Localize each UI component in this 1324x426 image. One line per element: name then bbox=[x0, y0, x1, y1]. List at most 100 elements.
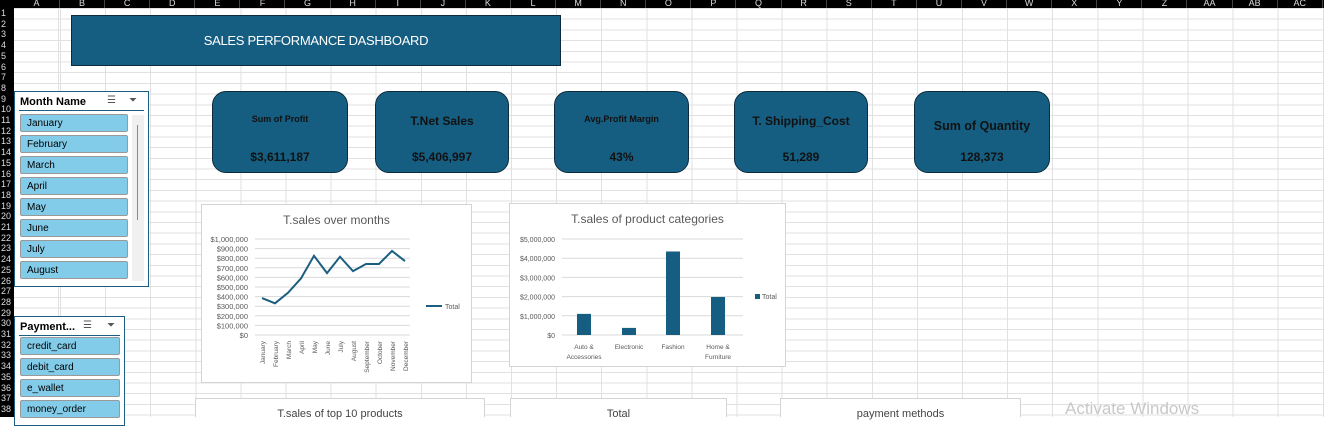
column-header[interactable]: Z bbox=[1142, 0, 1187, 8]
row-header[interactable]: 12 bbox=[0, 126, 14, 137]
slicer-item[interactable]: credit_card bbox=[20, 337, 120, 355]
slicer-item[interactable]: July bbox=[20, 240, 128, 258]
row-header[interactable]: 3 bbox=[0, 29, 14, 40]
row-header[interactable]: 31 bbox=[0, 329, 14, 340]
row-header[interactable]: 20 bbox=[0, 211, 14, 222]
column-header[interactable]: T bbox=[872, 0, 917, 8]
row-header[interactable]: 13 bbox=[0, 136, 14, 147]
column-header[interactable]: G bbox=[286, 0, 331, 8]
slicer-item[interactable]: June bbox=[20, 219, 128, 237]
bar-chart[interactable]: T.sales of product categories $0$1,000,0… bbox=[509, 203, 786, 367]
x-tick-label: July bbox=[338, 340, 345, 352]
row-header[interactable]: 2 bbox=[0, 19, 14, 30]
slicer-item[interactable]: January bbox=[20, 114, 128, 132]
payment-methods-chart[interactable]: payment methods bbox=[780, 398, 1021, 417]
row-header[interactable]: 19 bbox=[0, 201, 14, 212]
slicer-item[interactable]: May bbox=[20, 198, 128, 216]
row-header[interactable]: 11 bbox=[0, 115, 14, 126]
column-header[interactable]: K bbox=[466, 0, 511, 8]
slicer-item[interactable]: April bbox=[20, 177, 128, 195]
slicer-item[interactable]: February bbox=[20, 135, 128, 153]
column-header[interactable]: R bbox=[782, 0, 827, 8]
row-header[interactable]: 1 bbox=[0, 8, 14, 19]
column-header[interactable]: F bbox=[240, 0, 285, 8]
row-header[interactable]: 5 bbox=[0, 51, 14, 62]
row-header[interactable]: 28 bbox=[0, 297, 14, 308]
column-header[interactable]: AA bbox=[1188, 0, 1233, 8]
column-header[interactable]: M bbox=[556, 0, 601, 8]
row-header[interactable]: 15 bbox=[0, 158, 14, 169]
row-header[interactable]: 34 bbox=[0, 361, 14, 372]
column-header[interactable]: V bbox=[962, 0, 1007, 8]
x-tick-label: May bbox=[312, 340, 319, 353]
column-header[interactable]: E bbox=[195, 0, 240, 8]
top-products-chart[interactable]: T.sales of top 10 products bbox=[195, 398, 485, 417]
row-header[interactable]: 37 bbox=[0, 393, 14, 404]
column-header[interactable]: I bbox=[376, 0, 421, 8]
multi-select-icon[interactable]: ☰ bbox=[83, 320, 92, 331]
column-header[interactable]: Y bbox=[1097, 0, 1142, 8]
column-header[interactable]: U bbox=[917, 0, 962, 8]
x-tick-label: September bbox=[364, 340, 371, 373]
slicer-item[interactable]: debit_card bbox=[20, 358, 120, 376]
row-header[interactable]: 10 bbox=[0, 104, 14, 115]
column-header[interactable]: AB bbox=[1233, 0, 1278, 8]
row-header[interactable]: 36 bbox=[0, 383, 14, 394]
row-header[interactable]: 9 bbox=[0, 94, 14, 105]
multi-select-icon[interactable]: ☰ bbox=[107, 95, 116, 106]
column-header[interactable]: D bbox=[150, 0, 195, 8]
line-chart[interactable]: T.sales over months $0$100,000$200,000$3… bbox=[201, 204, 472, 383]
x-tick-label: April bbox=[299, 340, 306, 354]
column-header[interactable]: H bbox=[331, 0, 376, 8]
row-header[interactable]: 16 bbox=[0, 169, 14, 180]
y-tick-label: $0 bbox=[240, 331, 248, 340]
row-header[interactable]: 6 bbox=[0, 62, 14, 73]
row-header[interactable]: 17 bbox=[0, 179, 14, 190]
column-header[interactable]: S bbox=[827, 0, 872, 8]
column-header[interactable]: X bbox=[1052, 0, 1097, 8]
row-header[interactable]: 24 bbox=[0, 254, 14, 265]
row-header[interactable]: 22 bbox=[0, 233, 14, 244]
column-header[interactable]: N bbox=[601, 0, 646, 8]
row-header[interactable]: 29 bbox=[0, 308, 14, 319]
row-header[interactable]: 30 bbox=[0, 318, 14, 329]
y-tick-label: $4,000,000 bbox=[520, 256, 555, 263]
y-tick-label: $5,000,000 bbox=[520, 237, 555, 244]
x-tick-label: February bbox=[273, 340, 280, 367]
slicer-item[interactable]: money_order bbox=[20, 400, 120, 418]
column-header[interactable]: L bbox=[511, 0, 556, 8]
row-header[interactable]: 35 bbox=[0, 372, 14, 383]
column-header[interactable]: P bbox=[691, 0, 736, 8]
row-header[interactable]: 32 bbox=[0, 340, 14, 351]
column-header[interactable]: J bbox=[421, 0, 466, 8]
clear-filter-icon[interactable]: ⏷ bbox=[107, 320, 115, 331]
row-header[interactable]: 4 bbox=[0, 40, 14, 51]
slicer-item[interactable]: e_wallet bbox=[20, 379, 120, 397]
row-header[interactable]: 18 bbox=[0, 190, 14, 201]
row-header[interactable]: 26 bbox=[0, 276, 14, 287]
row-header[interactable]: 8 bbox=[0, 83, 14, 94]
row-header[interactable]: 25 bbox=[0, 265, 14, 276]
column-header[interactable]: AC bbox=[1278, 0, 1323, 8]
row-header[interactable]: 23 bbox=[0, 243, 14, 254]
row-header[interactable]: 33 bbox=[0, 350, 14, 361]
row-header[interactable]: 27 bbox=[0, 286, 14, 297]
clear-filter-icon[interactable]: ⏷ bbox=[129, 95, 137, 106]
column-header[interactable]: A bbox=[14, 0, 60, 8]
scrollbar[interactable] bbox=[132, 115, 144, 281]
slicer-item[interactable]: August bbox=[20, 261, 128, 279]
column-header[interactable]: W bbox=[1007, 0, 1052, 8]
row-header[interactable]: 38 bbox=[0, 404, 14, 415]
total-chart[interactable]: Total bbox=[510, 398, 727, 417]
row-header[interactable]: 21 bbox=[0, 222, 14, 233]
scrollbar-thumb[interactable] bbox=[137, 125, 138, 220]
column-header[interactable]: O bbox=[646, 0, 691, 8]
slicer-item[interactable]: March bbox=[20, 156, 128, 174]
column-header[interactable]: B bbox=[60, 0, 105, 8]
row-header[interactable]: 14 bbox=[0, 147, 14, 158]
column-header[interactable]: C bbox=[105, 0, 150, 8]
row-header[interactable]: 7 bbox=[0, 72, 14, 83]
column-header[interactable]: Q bbox=[737, 0, 782, 8]
